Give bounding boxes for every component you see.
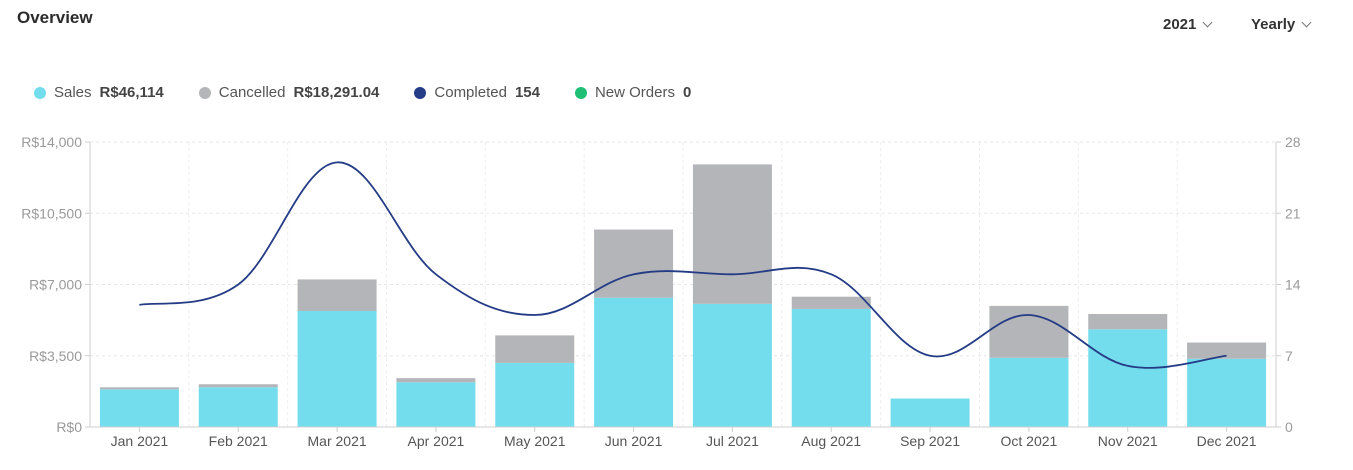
y-left-tick-label: R$14,000 xyxy=(21,134,82,150)
bar-cancelled-7 xyxy=(692,164,772,304)
bar-sales-4 xyxy=(396,382,476,427)
legend-dot-icon xyxy=(198,86,211,99)
y-left-tick-label: R$3,500 xyxy=(29,348,82,364)
period-select[interactable]: Yearly xyxy=(1251,16,1312,33)
y-left-tick-label: R$0 xyxy=(56,419,82,435)
legend-value: R$18,291.04 xyxy=(293,84,380,101)
bar-cancelled-3 xyxy=(297,279,377,311)
bar-sales-1 xyxy=(99,389,179,427)
chart-bars xyxy=(99,164,1267,427)
bar-sales-6 xyxy=(594,297,674,427)
y-right-tick-label: 14 xyxy=(1285,277,1301,293)
bar-sales-7 xyxy=(692,303,772,427)
year-select-value: 2021 xyxy=(1163,16,1197,33)
y-left-tick-label: R$10,500 xyxy=(21,205,82,221)
bar-cancelled-1 xyxy=(99,387,179,390)
legend-item-cancelled[interactable]: Cancelled R$18,291.04 xyxy=(198,84,380,101)
x-tick-label: Mar 2021 xyxy=(308,433,367,449)
y-right-tick-label: 7 xyxy=(1285,348,1293,364)
legend-value: R$46,114 xyxy=(99,84,164,101)
page-title: Overview xyxy=(17,8,93,27)
year-select[interactable]: 2021 xyxy=(1163,16,1213,33)
y-right-tick-label: 28 xyxy=(1285,134,1301,150)
legend-item-completed[interactable]: Completed 154 xyxy=(414,84,540,101)
bar-cancelled-5 xyxy=(495,335,575,363)
bar-sales-10 xyxy=(989,357,1069,427)
bar-sales-12 xyxy=(1187,358,1267,427)
period-select-value: Yearly xyxy=(1251,16,1296,33)
bar-sales-5 xyxy=(495,362,575,427)
bar-cancelled-2 xyxy=(198,384,278,388)
legend-dot-icon xyxy=(414,86,427,99)
bar-cancelled-4 xyxy=(396,378,476,383)
x-tick-label: Nov 2021 xyxy=(1098,433,1158,449)
legend-item-new-orders[interactable]: New Orders 0 xyxy=(574,84,692,101)
bar-sales-11 xyxy=(1088,329,1168,427)
legend-value: 154 xyxy=(514,84,540,101)
x-tick-label: Apr 2021 xyxy=(408,433,465,449)
y-right-tick-label: 21 xyxy=(1285,205,1301,221)
legend-value: 0 xyxy=(683,84,692,101)
x-tick-label: Oct 2021 xyxy=(1001,433,1058,449)
legend-label: Cancelled xyxy=(218,84,286,101)
legend-label: Completed xyxy=(434,84,507,101)
completed-line xyxy=(139,161,1227,369)
x-tick-label: Aug 2021 xyxy=(801,433,861,449)
completed-line-path xyxy=(139,161,1227,369)
bar-cancelled-12 xyxy=(1187,342,1267,359)
chart-legend: Sales R$46,114 Cancelled R$18,291.04 Com… xyxy=(34,84,726,101)
x-tick-label: Sep 2021 xyxy=(900,433,960,449)
x-tick-label: Jan 2021 xyxy=(111,433,169,449)
legend-dot-icon xyxy=(574,86,587,99)
bar-sales-3 xyxy=(297,310,377,427)
x-tick-label: Dec 2021 xyxy=(1197,433,1257,449)
bar-sales-9 xyxy=(890,398,970,427)
x-tick-label: May 2021 xyxy=(504,433,566,449)
x-tick-label: Feb 2021 xyxy=(209,433,268,449)
legend-label: Sales xyxy=(54,84,92,101)
bar-sales-2 xyxy=(198,387,278,427)
bar-cancelled-10 xyxy=(989,305,1069,358)
legend-label: New Orders xyxy=(594,84,675,101)
bar-cancelled-8 xyxy=(791,296,871,309)
x-tick-label: Jun 2021 xyxy=(605,433,663,449)
legend-item-sales[interactable]: Sales R$46,114 xyxy=(34,84,164,101)
bar-cancelled-6 xyxy=(594,229,674,298)
y-right-tick-label: 0 xyxy=(1285,419,1293,435)
chart-axes: R$0 R$3,500 R$7,000 R$10,500 R$14,000 0 7 14 21 2… xyxy=(21,134,1301,449)
y-left-tick-label: R$7,000 xyxy=(29,277,82,293)
bar-cancelled-11 xyxy=(1088,314,1168,330)
bar-sales-8 xyxy=(791,308,871,427)
legend-dot-icon xyxy=(34,86,46,99)
x-tick-label: Jul 2021 xyxy=(706,433,759,449)
